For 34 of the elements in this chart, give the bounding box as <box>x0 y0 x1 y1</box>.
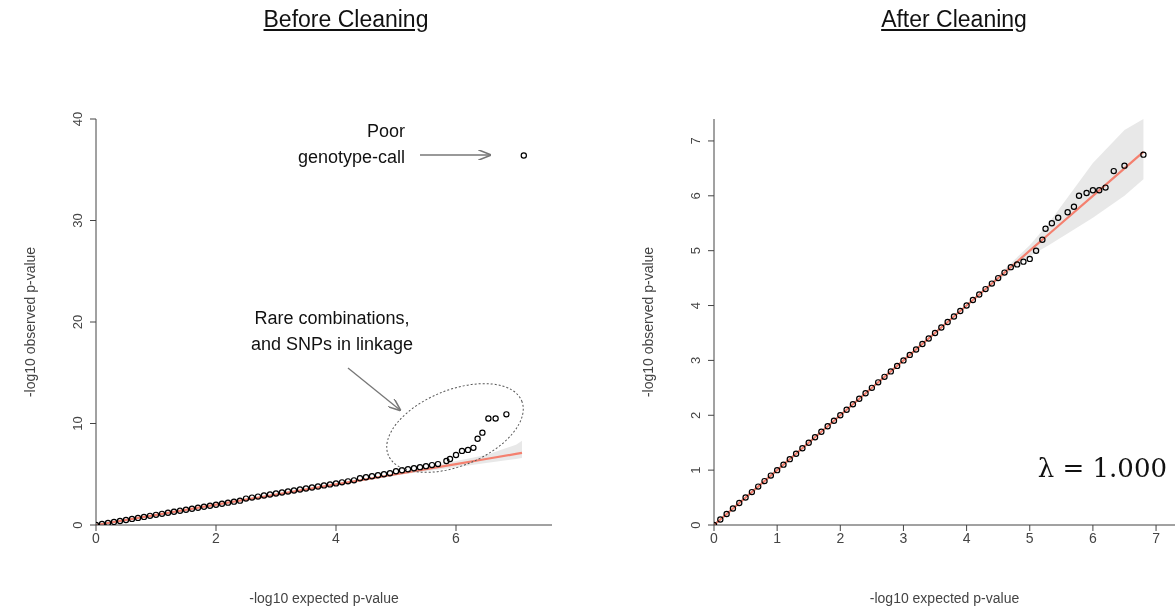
y-tick-label: 30 <box>70 213 85 228</box>
x-tick-label: 0 <box>92 529 101 546</box>
x-tick-label: 6 <box>1089 529 1098 546</box>
annotation: Poor genotype-call <box>296 120 405 169</box>
y-tick-label: 0 <box>688 521 703 529</box>
y-tick-label: 40 <box>70 111 85 127</box>
y-tick-label: 0 <box>70 521 85 529</box>
x-axis-title: -log10 expected p-value <box>869 590 1020 606</box>
x-tick-label: 4 <box>332 529 341 546</box>
x-tick-label: 2 <box>212 529 221 546</box>
x-tick-label: 5 <box>1025 529 1034 546</box>
chart-title: After Cleaning <box>880 6 1028 33</box>
y-tick-label: 7 <box>688 137 703 145</box>
y-tick-label: 3 <box>688 356 703 365</box>
y-tick-label: 10 <box>70 416 85 431</box>
x-axis-title: -log10 expected p-value <box>249 590 399 606</box>
chart-title: Before Cleaning <box>262 6 430 33</box>
x-tick-label: 2 <box>836 529 845 546</box>
y-tick-label: 6 <box>688 192 703 200</box>
y-tick-label: 20 <box>70 314 85 330</box>
y-tick-label: 4 <box>688 301 703 310</box>
y-axis-title: -log10 observed p-value <box>21 246 38 398</box>
x-tick-label: 3 <box>899 529 908 546</box>
y-tick-label: 1 <box>688 466 703 474</box>
annotation: Rare combinations, and SNPs in linkage <box>249 307 415 356</box>
annotation: λ = 1.000 <box>1037 453 1167 483</box>
y-tick-label: 5 <box>688 247 703 255</box>
x-tick-label: 6 <box>452 529 461 546</box>
x-tick-label: 0 <box>710 529 719 546</box>
y-axis-title: -log10 observed p-value <box>639 246 656 398</box>
y-tick-label: 2 <box>688 411 703 419</box>
x-tick-label: 1 <box>773 529 782 546</box>
x-tick-label: 4 <box>962 529 971 546</box>
x-tick-label: 7 <box>1152 529 1161 546</box>
